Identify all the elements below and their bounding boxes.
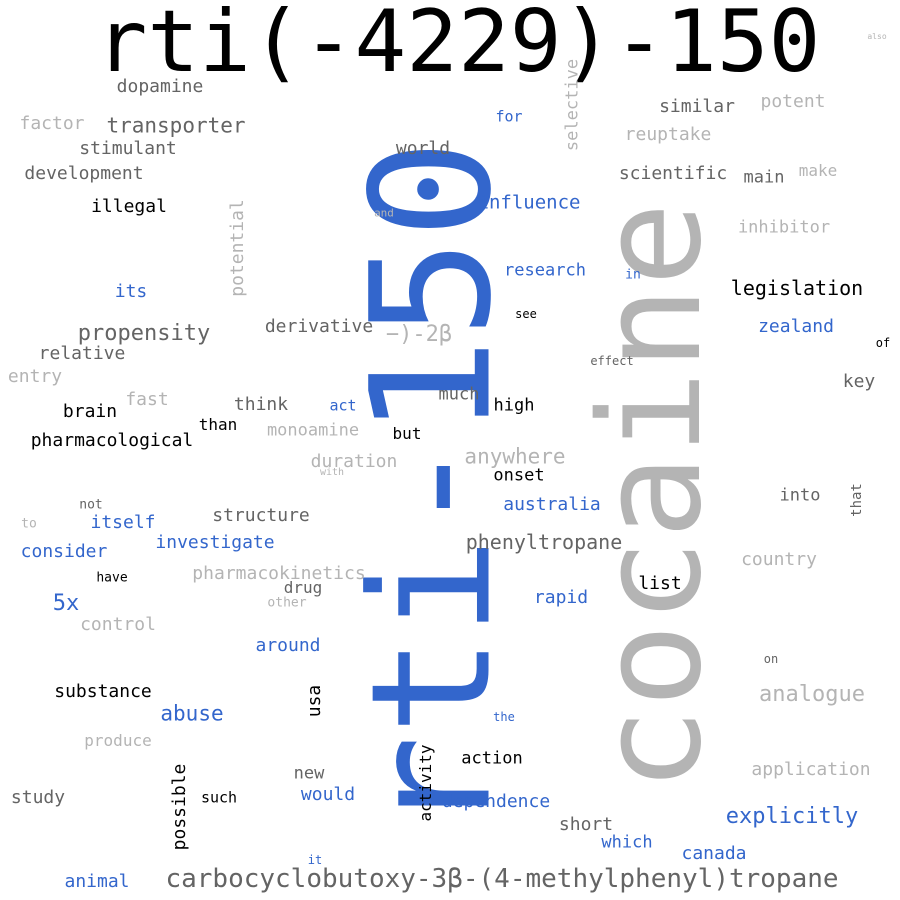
word-2beta: −)-2β xyxy=(385,322,453,347)
word-which: which xyxy=(601,832,653,853)
word-list: list xyxy=(638,573,682,594)
word-action: action xyxy=(461,748,523,769)
word-with: with xyxy=(319,467,345,478)
word-it: it xyxy=(307,853,323,867)
word-such: such xyxy=(200,788,238,807)
word-effect: effect xyxy=(590,354,634,368)
word-world: world xyxy=(395,138,451,159)
word-in: in xyxy=(625,267,641,283)
word-potential: potential xyxy=(227,199,248,297)
word-animal: animal xyxy=(64,871,130,892)
word-development: development xyxy=(24,163,144,184)
word-entry: entry xyxy=(7,366,63,387)
word-of: of xyxy=(875,336,891,350)
word-application: application xyxy=(751,759,871,780)
word-study: study xyxy=(10,787,66,808)
word-and: and xyxy=(374,206,394,220)
word-duration: duration xyxy=(310,451,398,472)
word-zealand: zealand xyxy=(758,316,834,337)
word-not: not xyxy=(79,497,103,513)
word-transporter: transporter xyxy=(106,113,246,138)
word-legislation: legislation xyxy=(730,276,864,300)
word-into: into xyxy=(779,485,821,506)
word-cocaine: cocaine xyxy=(570,201,733,793)
word-itself: itself xyxy=(90,512,156,533)
word-around: around xyxy=(255,635,321,656)
word-make: make xyxy=(798,161,838,180)
word-australia: australia xyxy=(503,494,601,515)
word-5x: 5x xyxy=(52,591,80,616)
word-new: new xyxy=(293,763,325,784)
word-usa: usa xyxy=(304,684,325,718)
word-pharmacokinetics: pharmacokinetics xyxy=(192,563,366,584)
word-rti-150: rti-150 xyxy=(335,139,528,835)
word-fast: fast xyxy=(125,389,169,410)
word-activity: activity xyxy=(416,744,435,822)
word-dopamine: dopamine xyxy=(116,76,204,97)
word-abuse: abuse xyxy=(160,701,224,726)
word-country: country xyxy=(741,549,817,570)
word-short: short xyxy=(558,814,614,835)
word-see: see xyxy=(515,307,537,321)
word-anywhere: anywhere xyxy=(464,444,566,469)
word-the: the xyxy=(493,710,515,724)
word-much: much xyxy=(438,384,480,405)
word-research: research xyxy=(504,260,586,281)
word-dependence: dependence xyxy=(441,791,551,812)
word-produce: produce xyxy=(84,731,152,750)
word-would: would xyxy=(300,784,356,805)
word-consider: consider xyxy=(20,541,108,562)
word-drug: drug xyxy=(283,578,323,597)
word-phenyltropane: phenyltropane xyxy=(465,530,623,554)
word-than: than xyxy=(198,415,238,434)
word-control: control xyxy=(80,614,156,635)
word-investigate: investigate xyxy=(155,532,275,553)
word-its: its xyxy=(114,281,148,302)
word-think: think xyxy=(233,394,289,415)
word-factor: factor xyxy=(19,113,85,134)
word-on: on xyxy=(763,652,779,666)
word-canada: canada xyxy=(681,843,747,864)
word-substance: substance xyxy=(54,681,152,702)
word-propensity: propensity xyxy=(77,321,211,346)
word-similar: similar xyxy=(659,96,735,117)
word-brain: brain xyxy=(62,401,118,422)
word-but: but xyxy=(392,424,422,443)
word-main: main xyxy=(743,167,785,188)
word-influence: influence xyxy=(477,191,581,214)
word-to: to xyxy=(21,516,37,532)
word-key: key xyxy=(842,371,876,392)
word-onset: onset xyxy=(493,465,545,486)
word-monoamine: monoamine xyxy=(266,420,360,441)
word-have: have xyxy=(96,570,128,586)
word-rti-4229-150: rti(-4229)-150 xyxy=(95,0,821,92)
word-rapid: rapid xyxy=(533,587,589,608)
word-carbocyclobutoxy: carbocyclobutoxy-3β-(4-methylphenyl)trop… xyxy=(165,864,839,894)
word-potent: potent xyxy=(760,91,826,112)
word-high: high xyxy=(493,395,535,416)
word-that: that xyxy=(849,483,865,517)
word-illegal: illegal xyxy=(91,196,167,217)
word-explicitly: explicitly xyxy=(725,804,859,829)
word-for: for xyxy=(495,107,523,126)
word-other: other xyxy=(267,595,307,611)
word-stimulant: stimulant xyxy=(79,138,177,159)
word-selective: selective xyxy=(562,58,583,152)
word-analogue: analogue xyxy=(759,682,865,707)
word-derivative: derivative xyxy=(264,316,374,337)
word-scientific: scientific xyxy=(618,163,728,184)
word-reuptake: reuptake xyxy=(624,124,712,145)
word-relative: relative xyxy=(38,343,126,364)
word-act: act xyxy=(329,396,357,415)
word-also: also xyxy=(867,32,887,41)
word-structure: structure xyxy=(212,505,310,526)
word-pharmacological: pharmacological xyxy=(30,430,194,451)
word-possible: possible xyxy=(169,763,190,851)
word-inhibitor: inhibitor xyxy=(737,217,831,238)
